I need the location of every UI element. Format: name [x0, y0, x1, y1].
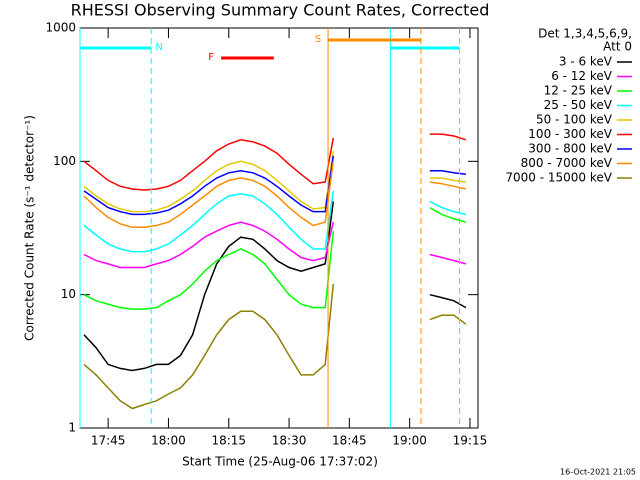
- legend-label: 300 - 800 keV: [528, 142, 612, 156]
- x-tick-label: 19:00: [392, 434, 427, 448]
- y-axis-label: Corrected Count Rate (s⁻¹ detector⁻¹): [23, 115, 37, 341]
- series-line: [83, 133, 467, 191]
- x-tick-label: 18:30: [272, 434, 307, 448]
- legend-label: 100 - 300 keV: [528, 127, 612, 141]
- y-tick-label: 1: [68, 421, 76, 435]
- legend-label: 25 - 50 keV: [544, 98, 613, 112]
- x-tick-label: 17:45: [91, 434, 126, 448]
- y-tick-label: 1000: [45, 21, 76, 35]
- legend-title: Att 0: [603, 40, 632, 54]
- interval-label: S: [315, 34, 321, 45]
- x-tick-label: 18:15: [211, 434, 246, 448]
- x-tick-label: 18:00: [151, 434, 186, 448]
- legend-label: 50 - 100 keV: [536, 113, 613, 127]
- y-tick-label: 100: [53, 154, 76, 168]
- x-axis-label: Start Time (25-Aug-06 17:37:02): [182, 455, 378, 469]
- series-line: [83, 201, 467, 372]
- x-tick-label: 19:15: [453, 434, 488, 448]
- chart-title: RHESSI Observing Summary Count Rates, Co…: [71, 1, 490, 20]
- legend-label: 12 - 25 keV: [544, 84, 613, 98]
- x-tick-label: 18:45: [332, 434, 367, 448]
- y-tick-label: 10: [61, 287, 76, 301]
- series-line: [83, 161, 467, 229]
- interval-label: N: [155, 42, 162, 53]
- legend-label: 6 - 12 keV: [551, 69, 613, 83]
- interval-label: F: [208, 52, 214, 63]
- legend-label: 7000 - 15000 keV: [505, 171, 612, 185]
- footer: 16-Oct-2021 21:05: [560, 468, 636, 477]
- legend-label: 800 - 7000 keV: [521, 156, 613, 170]
- legend-title: Det 1,3,4,5,6,9,: [538, 27, 632, 41]
- legend-label: 3 - 6 keV: [559, 55, 613, 69]
